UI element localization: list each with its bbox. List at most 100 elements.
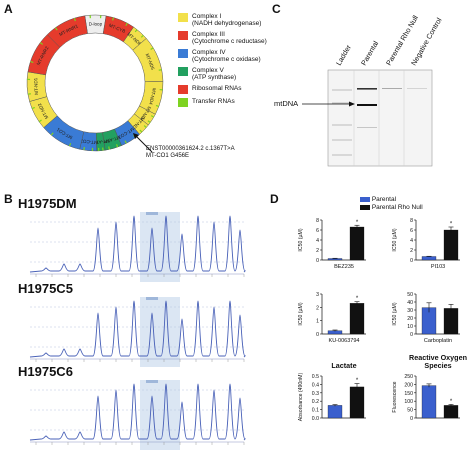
y-tick-label: 10 [407, 324, 413, 330]
highlight-region [140, 297, 180, 367]
legend-label: Complex I [192, 13, 261, 20]
bar-parental-rho-null [350, 303, 364, 334]
lane-label-parental: Parental [359, 39, 380, 67]
trace-line [30, 384, 245, 440]
legend-label: Ribosomal RNAs [192, 85, 242, 92]
bar-parental-rho-null [350, 227, 364, 260]
y-tick-label: 30 [407, 308, 413, 314]
y-axis-label: IC50 (µM) [298, 302, 304, 325]
chromatogram-h1975c6 [16, 380, 246, 456]
legend-swatch-complex-iii [178, 31, 188, 40]
significance-marker: * [450, 399, 453, 405]
trna-tick [113, 18, 114, 21]
significance-marker: * [356, 296, 359, 302]
y-tick-label: 4 [410, 238, 413, 244]
trace-line [30, 216, 245, 272]
y-tick-label: 0 [316, 258, 319, 264]
y-tick-label: 6 [316, 228, 319, 234]
y-tick-label: 0 [410, 416, 413, 422]
y-tick-label: 0 [316, 332, 319, 338]
y-tick-label: 1 [316, 319, 319, 325]
legend-swatch-complex-v [178, 67, 188, 76]
gel-frame [328, 70, 432, 166]
bar-parental [422, 257, 436, 261]
legend-label: Complex IV [192, 49, 261, 56]
chart-title-line-2: Species [424, 361, 451, 370]
significance-marker: * [450, 222, 453, 228]
parental-band-top [357, 88, 377, 90]
annotation-line-2: MT-CO1 G456E [146, 153, 235, 160]
lane-label-ladder: Ladder [334, 43, 353, 67]
legend-sublabel: (Cytochrome c oxidase) [192, 56, 261, 63]
y-tick-label: 0.0 [312, 416, 319, 422]
y-axis-label: Absorbance (490nM) [298, 373, 304, 422]
y-axis-label: IC50 (µM) [392, 228, 398, 251]
bar-parental [328, 405, 342, 418]
chart-title: Lactate [331, 361, 356, 370]
legend-text-complex-i: Complex I(NADH dehydrogenase) [192, 13, 261, 27]
highlight-region [140, 212, 180, 282]
legend-label: Complex V [192, 67, 236, 74]
x-axis-label: KU-0063794 [329, 338, 360, 344]
highlight-marker [146, 212, 158, 215]
bar-parental-rho-null [444, 230, 458, 260]
y-axis-label: IC50 (µM) [298, 228, 304, 251]
legend-label: Transfer RNAs [192, 98, 235, 105]
parental-faint-band [357, 127, 377, 128]
negative-control-band [407, 88, 427, 89]
legend-text-complex-iv: Complex IV(Cytochrome c oxidase) [192, 49, 261, 63]
y-tick-label: 150 [404, 391, 413, 397]
y-tick-label: 8 [316, 218, 319, 224]
parental-mtdna-band [357, 104, 377, 106]
trace-line [30, 301, 245, 357]
y-tick-label: 250 [404, 374, 413, 380]
chromatogram-h1975c5 [16, 297, 246, 373]
y-tick-label: 0.1 [312, 408, 319, 414]
legend-text-complex-iii: Complex III(Cytochrome c reductase) [192, 31, 267, 45]
panel-a-letter: A [4, 2, 13, 16]
legend-sublabel: (ATP synthase) [192, 74, 236, 81]
y-tick-label: 6 [410, 228, 413, 234]
y-tick-label: 8 [410, 218, 413, 224]
trna-tick [109, 147, 110, 150]
legend-swatch-complex-i [178, 13, 188, 22]
y-tick-label: 2 [316, 305, 319, 311]
bar-parental-rho-null [444, 405, 458, 418]
y-tick-label: 50 [407, 408, 413, 414]
significance-marker: * [356, 220, 359, 226]
y-axis-label: Fluorescence [392, 381, 398, 412]
legend-text-transfer-rnas: Transfer RNAs [192, 98, 235, 105]
bar-parental [422, 386, 436, 418]
highlight-marker [146, 380, 158, 383]
y-tick-label: 2 [410, 248, 413, 254]
rho-null-band [382, 88, 402, 89]
highlight-marker [146, 297, 158, 300]
y-tick-label: 2 [316, 248, 319, 254]
significance-marker: * [356, 378, 359, 384]
x-axis-label: PI103 [431, 264, 445, 270]
trace-title-h1975c5: H1975C5 [18, 281, 73, 296]
legend-swatch-complex-iv [178, 49, 188, 58]
mtdna-label: mtDNA [274, 99, 298, 108]
mutation-annotation: ENST00000361624.2 c.1367T>A MT-CO1 G456E [146, 146, 235, 160]
y-tick-label: 40 [407, 300, 413, 306]
y-tick-label: 50 [407, 292, 413, 298]
legend-swatch-transfer-rnas [178, 98, 188, 107]
ring-label-mt-nd1: MT-ND1 [33, 77, 39, 95]
legend-sublabel: (Cytochrome c reductase) [192, 38, 267, 45]
y-tick-label: 0 [410, 332, 413, 338]
y-tick-label: 4 [316, 238, 319, 244]
chromatogram-h1975dm [16, 212, 246, 288]
y-tick-label: 0 [410, 258, 413, 264]
bar-parental-rho-null [350, 387, 364, 418]
x-axis-label: Carboplatin [424, 338, 452, 344]
legend-label: Complex III [192, 31, 267, 38]
annotation-line-1: ENST00000361624.2 c.1367T>A [146, 146, 235, 153]
